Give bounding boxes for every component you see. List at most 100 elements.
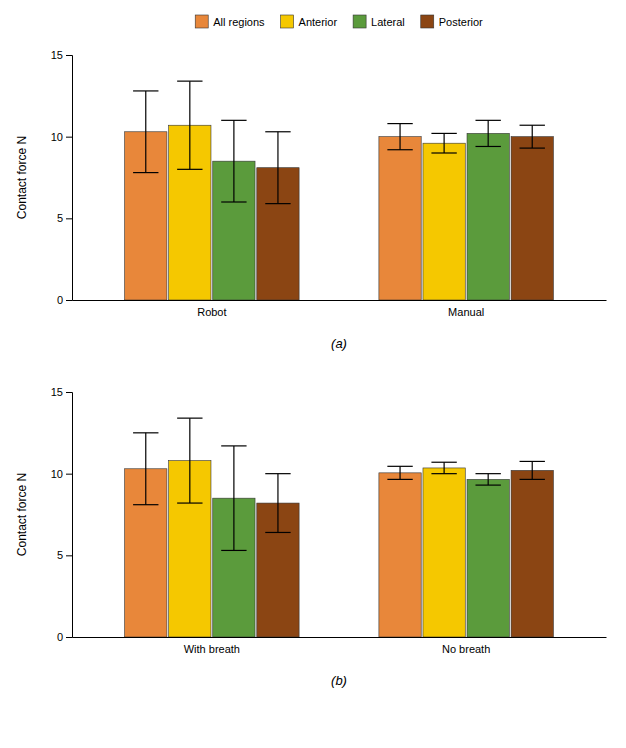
axis-line	[66, 393, 73, 638]
error-cap	[475, 146, 500, 147]
y-axis: 051015	[51, 386, 73, 643]
tick-label: 10	[51, 131, 63, 143]
error-cap	[387, 466, 412, 467]
tick: 5	[57, 549, 72, 561]
error-bar	[475, 120, 500, 146]
error-cap	[265, 131, 290, 132]
tick-mark	[66, 137, 72, 138]
tick: 0	[57, 631, 72, 643]
chart: 051015RobotManualContact force N(a)All r…	[0, 0, 626, 748]
error-line	[444, 462, 445, 473]
error-cap	[221, 445, 246, 446]
error-cap	[431, 462, 456, 463]
bar	[467, 133, 509, 300]
error-bar	[177, 418, 202, 503]
tick: 5	[57, 212, 72, 224]
tick: 15	[51, 386, 72, 398]
tick-label: 0	[57, 294, 63, 306]
error-bar	[133, 433, 158, 505]
tick-mark	[66, 300, 72, 301]
legend-label: All regions	[213, 16, 265, 28]
error-cap	[265, 532, 290, 533]
tick-mark	[66, 392, 72, 393]
error-cap	[133, 432, 158, 433]
legend-label: Posterior	[439, 16, 483, 28]
tick-mark	[66, 474, 72, 475]
error-line	[189, 418, 190, 503]
bar	[423, 143, 465, 300]
error-cap	[431, 133, 456, 134]
error-cap	[177, 418, 202, 419]
tick: 0	[57, 294, 72, 306]
error-bar	[221, 446, 246, 551]
error-cap	[520, 479, 545, 480]
tick-mark	[66, 555, 72, 556]
series	[213, 446, 510, 637]
tick-label: Manual	[448, 306, 484, 318]
legend-item: Posterior	[421, 15, 483, 28]
error-cap	[265, 473, 290, 474]
error-cap	[265, 203, 290, 204]
legend-swatch	[195, 15, 208, 28]
series	[213, 120, 510, 300]
panel: 051015RobotManualContact force N(a)	[15, 49, 607, 351]
error-cap	[520, 125, 545, 126]
tick: Robot	[197, 300, 226, 318]
series	[125, 433, 422, 637]
error-line	[399, 124, 400, 150]
error-cap	[221, 120, 246, 121]
error-cap	[133, 172, 158, 173]
y-axis: 051015	[51, 49, 73, 306]
error-bar	[387, 124, 412, 150]
tick-mark	[66, 55, 72, 56]
error-line	[233, 446, 234, 551]
tick-mark	[66, 637, 72, 638]
error-cap	[520, 461, 545, 462]
tick: With breath	[184, 637, 240, 655]
error-cap	[431, 473, 456, 474]
series	[169, 418, 466, 637]
error-bar	[177, 81, 202, 169]
tick-label: 15	[51, 386, 63, 398]
error-cap	[387, 479, 412, 480]
error-bar	[475, 474, 500, 485]
x-axis: With breath No breath	[73, 637, 607, 655]
error-bar	[431, 133, 456, 153]
tick-label: With breath	[184, 643, 240, 655]
error-cap	[475, 120, 500, 121]
x-axis: Robot Manual	[73, 300, 607, 318]
bar	[511, 470, 553, 637]
annotation: (a)	[331, 336, 347, 351]
panel: 051015With breathNo breathContact force …	[15, 386, 607, 688]
series	[169, 81, 466, 300]
axis-line	[66, 56, 73, 301]
error-cap	[221, 550, 246, 551]
error-line	[444, 133, 445, 153]
error-cap	[177, 169, 202, 170]
error-line	[145, 91, 146, 173]
bar	[423, 468, 465, 637]
error-cap	[177, 81, 202, 82]
error-line	[233, 120, 234, 202]
tick: 10	[51, 131, 72, 143]
error-cap	[221, 201, 246, 202]
legend-item: All regions	[195, 15, 265, 28]
tick-label: 5	[57, 212, 63, 224]
legend-item: Anterior	[281, 15, 338, 28]
legend-swatch	[353, 15, 366, 28]
tick: Manual	[448, 300, 484, 318]
bar	[511, 137, 553, 300]
error-cap	[177, 502, 202, 503]
error-line	[277, 132, 278, 204]
axis-line	[73, 637, 607, 638]
error-cap	[475, 473, 500, 474]
tick: No breath	[442, 637, 490, 655]
error-line	[145, 433, 146, 505]
series	[257, 461, 554, 637]
tick-label: 0	[57, 631, 63, 643]
error-bar	[221, 120, 246, 202]
legend-label: Anterior	[299, 16, 338, 28]
error-cap	[133, 504, 158, 505]
legend-item: Lateral	[353, 15, 405, 28]
legend-label: Lateral	[371, 16, 405, 28]
